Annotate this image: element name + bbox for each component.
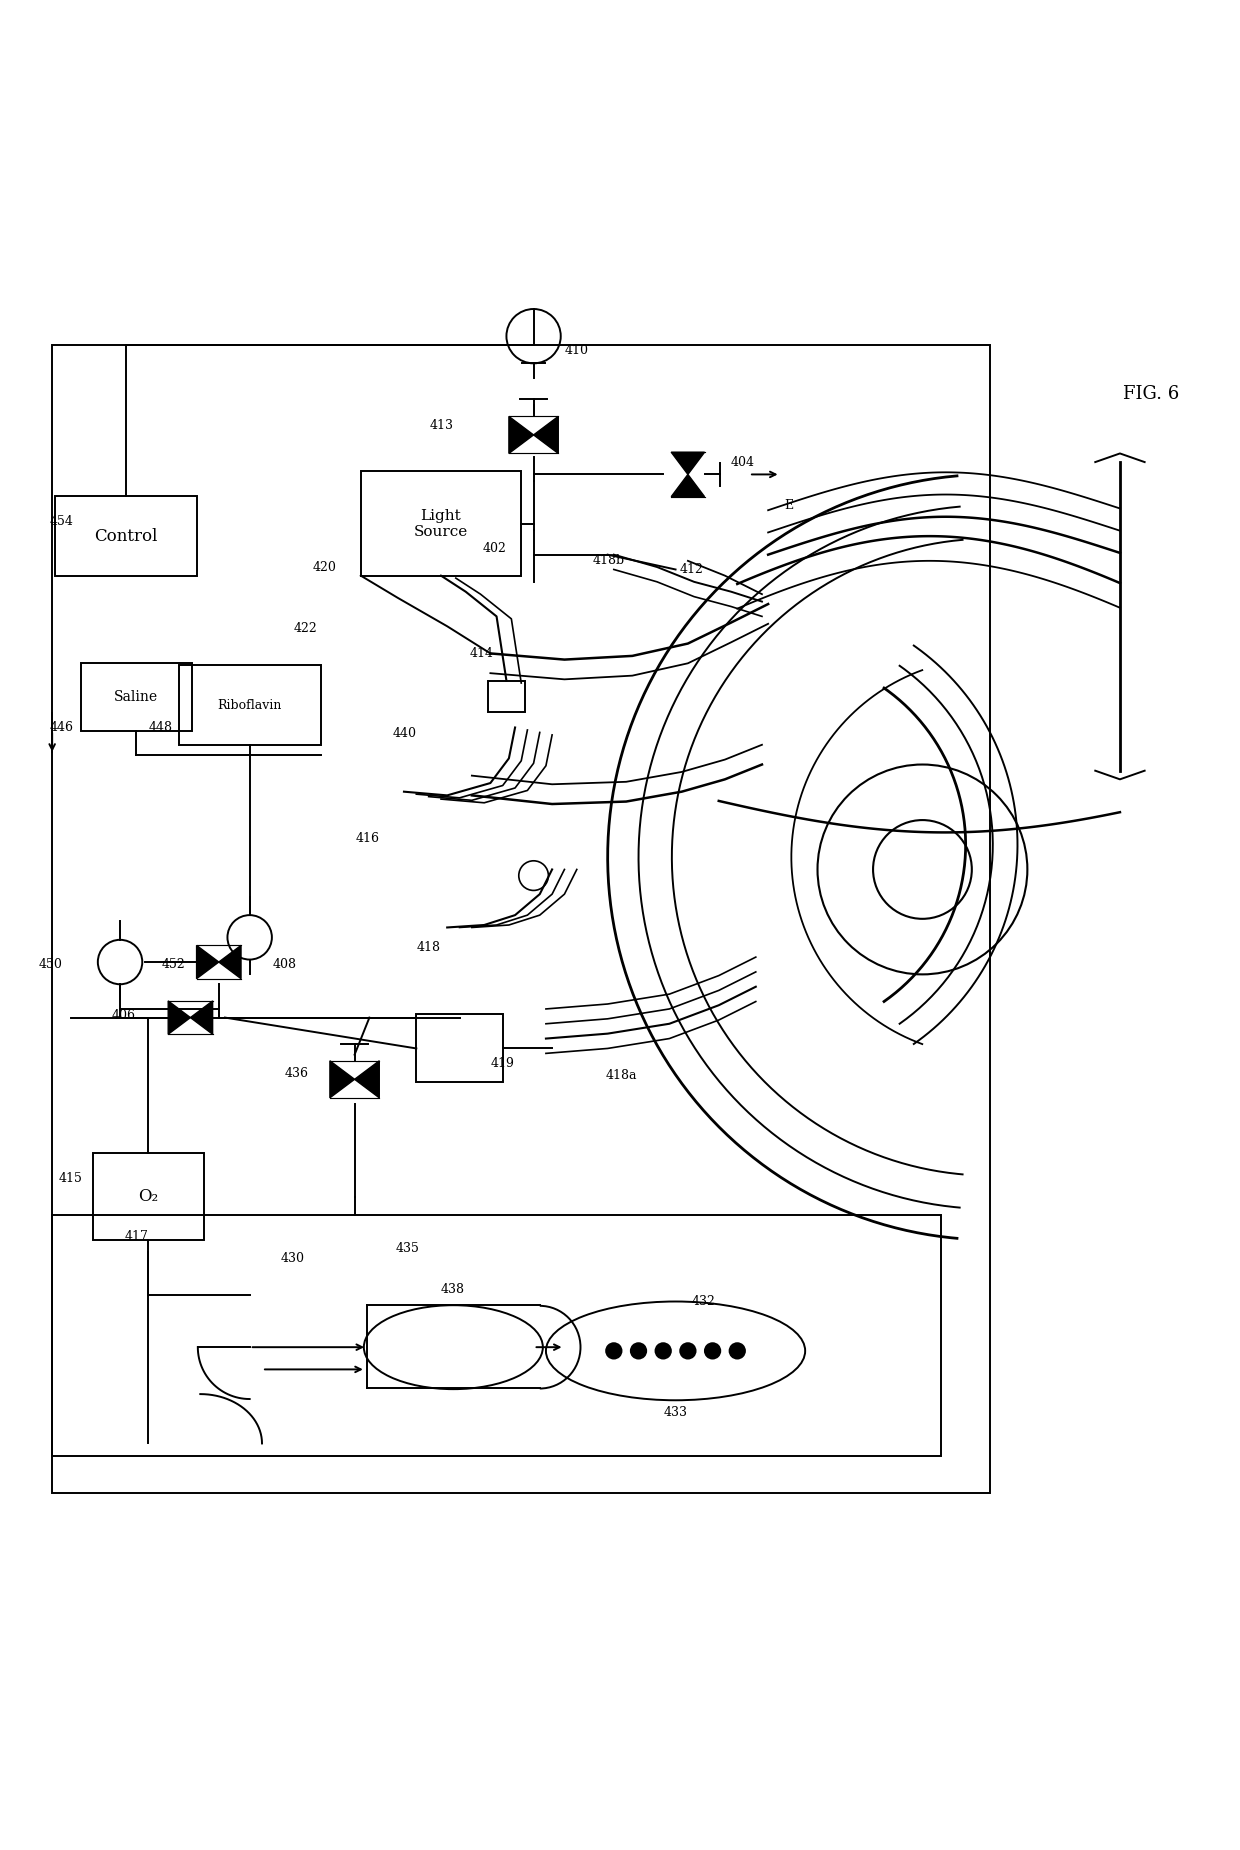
Text: 452: 452 xyxy=(161,958,186,971)
Text: Riboflavin: Riboflavin xyxy=(217,699,281,712)
Bar xyxy=(361,472,521,575)
Bar xyxy=(52,344,991,1493)
Text: 410: 410 xyxy=(564,344,589,357)
Text: 418: 418 xyxy=(417,940,441,955)
Text: 419: 419 xyxy=(490,1056,515,1069)
Bar xyxy=(179,666,321,746)
Polygon shape xyxy=(191,1001,212,1034)
Text: 422: 422 xyxy=(294,622,317,635)
Text: Light
Source: Light Source xyxy=(414,509,469,538)
Text: 433: 433 xyxy=(663,1406,687,1419)
Bar xyxy=(93,1153,205,1240)
Text: 417: 417 xyxy=(124,1230,149,1243)
Bar xyxy=(417,1014,502,1082)
Polygon shape xyxy=(330,1060,355,1097)
Circle shape xyxy=(630,1343,647,1360)
Text: 408: 408 xyxy=(273,958,296,971)
Text: 413: 413 xyxy=(429,418,454,431)
Text: 454: 454 xyxy=(50,514,73,527)
Text: 450: 450 xyxy=(38,958,62,971)
Text: Saline: Saline xyxy=(114,690,159,703)
Bar xyxy=(81,662,192,731)
Text: 406: 406 xyxy=(112,1008,136,1021)
Text: 435: 435 xyxy=(396,1241,419,1254)
Circle shape xyxy=(605,1343,622,1360)
Polygon shape xyxy=(355,1060,379,1097)
Text: 446: 446 xyxy=(50,722,73,734)
Text: 438: 438 xyxy=(441,1282,465,1295)
Text: 420: 420 xyxy=(312,561,336,574)
Text: O₂: O₂ xyxy=(139,1188,159,1204)
Polygon shape xyxy=(671,474,704,496)
Text: E: E xyxy=(784,500,794,512)
Circle shape xyxy=(655,1343,672,1360)
Bar xyxy=(52,1215,941,1456)
Bar xyxy=(56,496,197,575)
Bar xyxy=(487,681,525,712)
Text: 416: 416 xyxy=(356,832,379,845)
Polygon shape xyxy=(169,1001,191,1034)
Circle shape xyxy=(729,1343,746,1360)
Text: 412: 412 xyxy=(680,562,703,575)
Polygon shape xyxy=(197,945,218,979)
Circle shape xyxy=(680,1343,697,1360)
Text: FIG. 6: FIG. 6 xyxy=(1122,385,1179,403)
Text: 415: 415 xyxy=(58,1171,82,1184)
Text: 418a: 418a xyxy=(605,1069,636,1082)
Text: 448: 448 xyxy=(149,722,172,734)
Polygon shape xyxy=(533,416,558,453)
Text: 436: 436 xyxy=(285,1067,309,1080)
Polygon shape xyxy=(508,416,533,453)
Text: 418b: 418b xyxy=(593,555,625,568)
Text: 404: 404 xyxy=(732,455,755,468)
Circle shape xyxy=(704,1343,722,1360)
Text: 402: 402 xyxy=(482,542,506,555)
Text: Control: Control xyxy=(94,527,157,544)
Text: 430: 430 xyxy=(280,1252,305,1265)
Text: 440: 440 xyxy=(392,727,417,740)
Text: 432: 432 xyxy=(692,1295,715,1308)
Text: 414: 414 xyxy=(470,648,494,660)
Polygon shape xyxy=(671,451,704,474)
Polygon shape xyxy=(218,945,241,979)
